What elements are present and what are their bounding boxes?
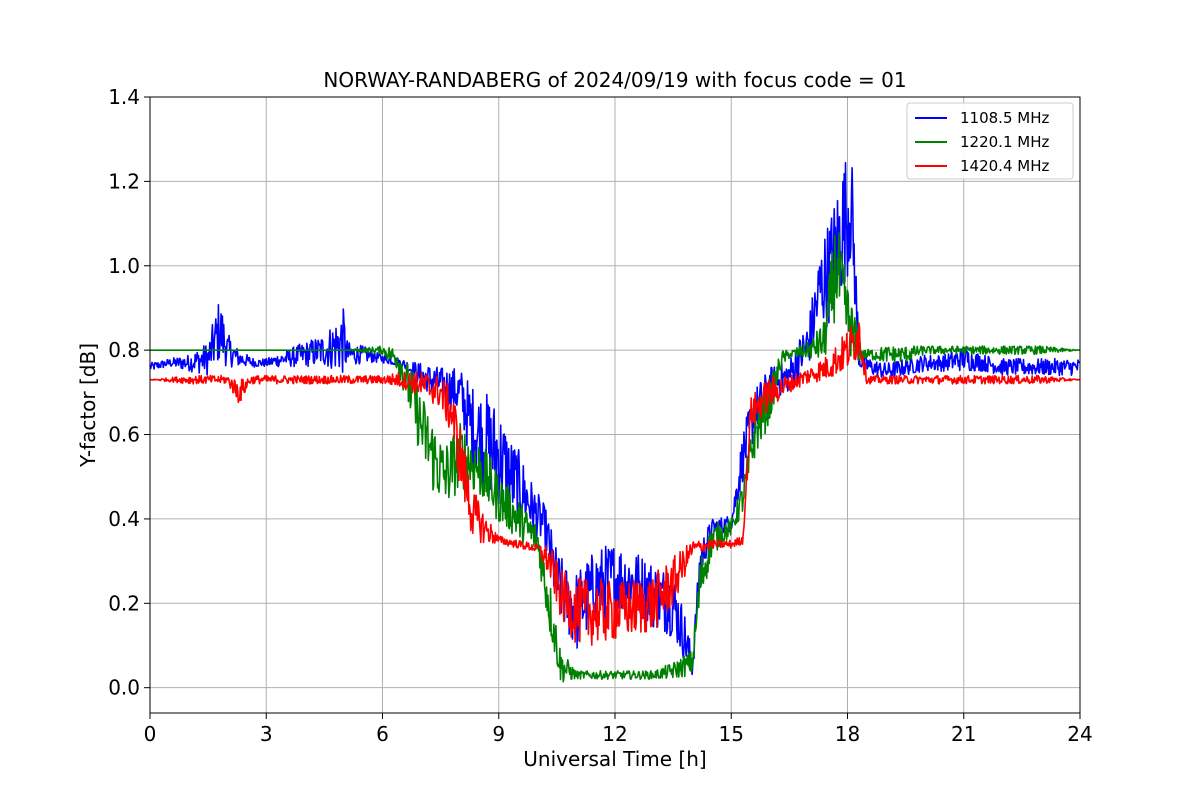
legend: 1108.5 MHz 1220.1 MHz 1420.4 MHz (906, 102, 1074, 180)
y-tick-label: 0.2 (108, 591, 140, 615)
x-tick-label: 3 (260, 722, 273, 746)
x-tick-label: 24 (1067, 722, 1092, 746)
x-axis-label: Universal Time [h] (523, 747, 706, 771)
series-layer (149, 161, 1081, 683)
legend-label: 1108.5 MHz (960, 109, 1049, 127)
y-tick-label: 1.2 (108, 169, 140, 193)
x-tick-label: 15 (719, 722, 744, 746)
y-tick-label: 0.6 (108, 423, 140, 447)
x-tick-label: 12 (602, 722, 627, 746)
y-tick-label: 1.4 (108, 85, 140, 109)
y-tick-label: 0.0 (108, 676, 140, 700)
series-line-3 (149, 322, 1081, 646)
y-tick-label: 0.8 (108, 338, 140, 362)
series-line-2 (149, 232, 1081, 683)
y-tick-label: 0.4 (108, 507, 140, 531)
x-tick-label: 21 (951, 722, 976, 746)
x-axis: 0 3 6 9 12 15 18 21 24 (144, 713, 1093, 746)
y-axis: 0.0 0.2 0.4 0.6 0.8 1.0 1.2 1.4 (108, 85, 150, 700)
x-tick-label: 6 (376, 722, 389, 746)
x-tick-label: 9 (492, 722, 505, 746)
chart-title: NORWAY-RANDABERG of 2024/09/19 with focu… (323, 68, 906, 92)
x-tick-label: 18 (835, 722, 860, 746)
y-tick-label: 1.0 (108, 254, 140, 278)
y-axis-label: Y-factor [dB] (76, 343, 100, 468)
legend-box (906, 102, 1074, 180)
legend-label: 1420.4 MHz (960, 157, 1049, 175)
legend-label: 1220.1 MHz (960, 133, 1049, 151)
x-tick-label: 0 (144, 722, 157, 746)
